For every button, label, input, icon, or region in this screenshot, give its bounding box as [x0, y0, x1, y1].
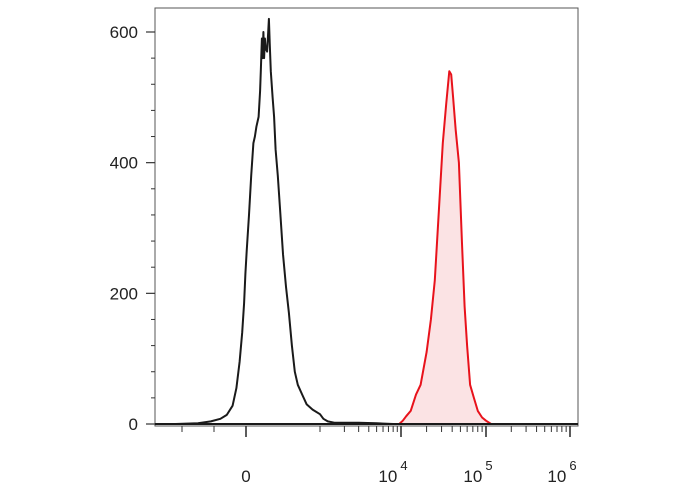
- y-tick-label: 600: [110, 23, 138, 42]
- x-tick-label: 0: [241, 467, 250, 486]
- series-1-line: [175, 17, 394, 425]
- series-2-line: [398, 70, 492, 425]
- axis-layer: 0 200 400 600 0 104 105 106: [110, 23, 577, 486]
- y-tick-label: 0: [129, 415, 138, 434]
- y-tick-label: 400: [110, 154, 138, 173]
- x-tick-label: 104: [378, 458, 407, 486]
- plot-frame: [154, 7, 579, 427]
- series-layer: [155, 17, 578, 425]
- x-tick-label: 105: [463, 458, 492, 486]
- x-tick-label: 106: [547, 458, 576, 486]
- series-2-fill: [399, 71, 492, 424]
- plot-area: [154, 7, 579, 427]
- y-tick-label: 200: [110, 284, 138, 303]
